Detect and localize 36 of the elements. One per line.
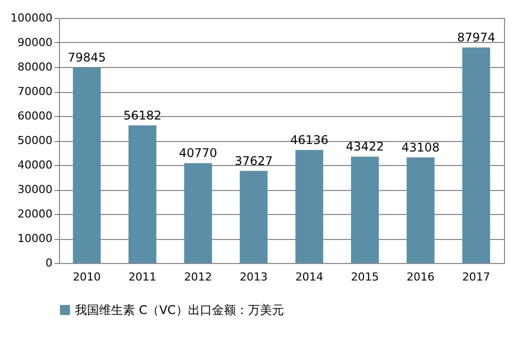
data-label: 79845 — [68, 50, 106, 64]
x-tick-label: 2016 — [406, 270, 435, 284]
y-tick-label: 60000 — [18, 110, 52, 122]
bar — [295, 150, 324, 263]
bar — [240, 170, 268, 263]
data-label: 87974 — [457, 30, 496, 44]
x-tick-label: 2010 — [72, 270, 101, 284]
y-tick-label: 20000 — [18, 208, 52, 220]
data-label: 40770 — [178, 146, 218, 160]
y-tick-label: 90000 — [18, 36, 52, 49]
data-label: 37627 — [234, 154, 273, 168]
x-tick-label: 2012 — [184, 270, 212, 284]
y-tick-label: 30000 — [18, 183, 52, 196]
y-tick-label: 70000 — [18, 85, 52, 98]
data-label: 43422 — [346, 140, 384, 154]
y-tick-label: 40000 — [18, 158, 52, 172]
y-tick-label: 10000 — [18, 232, 52, 245]
x-tick-label: 2013 — [240, 270, 268, 284]
x-tick-label: 2014 — [295, 270, 324, 284]
bar — [406, 157, 434, 263]
bar — [462, 47, 490, 263]
legend-label: 我国维生素 C（VC）出口金额：万美元 — [75, 303, 284, 317]
y-tick-label: 0 — [46, 256, 52, 270]
x-tick-label: 2017 — [462, 270, 490, 284]
bar — [128, 125, 156, 263]
y-tick-label: 50000 — [18, 134, 52, 147]
bar — [351, 156, 379, 263]
y-tick-label: 100000 — [10, 12, 52, 24]
y-tick-label: 80000 — [18, 60, 52, 74]
data-label: 46136 — [290, 132, 328, 147]
data-label: 43108 — [401, 140, 440, 154]
bar — [72, 67, 101, 263]
x-tick-label: 2015 — [350, 270, 379, 284]
data-label: 56182 — [123, 108, 162, 122]
bar — [184, 163, 212, 263]
x-tick-label: 2011 — [128, 270, 156, 284]
